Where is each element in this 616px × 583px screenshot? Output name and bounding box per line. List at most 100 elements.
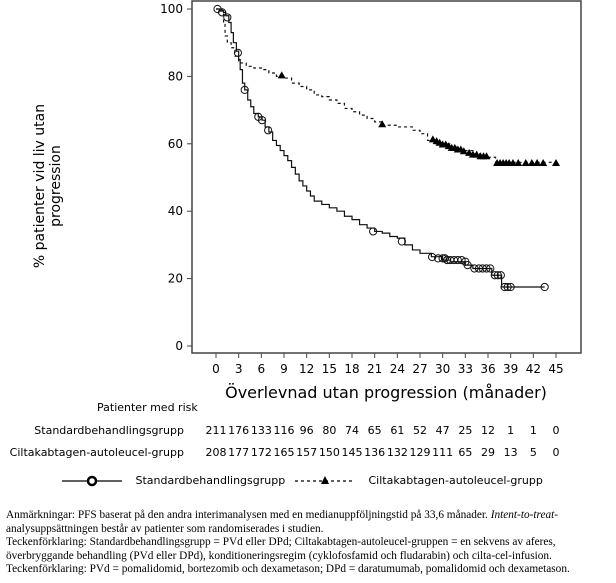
x-tick-label: 30 (435, 362, 450, 376)
x-axis-title: Överlevnad utan progression (månader) (225, 383, 547, 402)
x-tick-label: 3 (235, 362, 243, 376)
risk-value: 165 (273, 446, 295, 459)
censor-mark-circle (470, 264, 479, 273)
censor-mark-circle (440, 254, 450, 263)
risk-value: 12 (481, 424, 495, 437)
risk-value: 116 (273, 424, 295, 437)
risk-value: 177 (228, 446, 250, 459)
x-tick-label: 27 (412, 362, 427, 376)
x-tick-label: 45 (548, 362, 563, 376)
footnotes: Anmärkningar: PFS baserat på den andra i… (6, 509, 616, 577)
risk-value: 80 (322, 424, 337, 437)
risk-value: 172 (250, 446, 272, 459)
y-tick-label: 100 (160, 2, 183, 16)
footnote-3: Teckenförklaring: Standardbehandlingsgru… (6, 536, 556, 549)
censor-mark-circle (257, 116, 267, 125)
censor-mark-circle (463, 261, 472, 270)
footnote-4: överbryggande behandling (PVd eller DPd)… (6, 549, 552, 562)
x-tick-label: 9 (280, 362, 288, 376)
footnote-1b: Intent-to-treat (490, 509, 555, 521)
x-tick-label: 24 (390, 362, 405, 376)
risk-value: 145 (341, 446, 363, 459)
censor-mark-circle (240, 85, 249, 94)
risk-value: 208 (205, 446, 227, 459)
curve-standard (216, 8, 545, 288)
risk-value: 13 (503, 446, 518, 459)
censor-mark-triangle (552, 159, 560, 167)
legend-standard: Standardbehandlingsgrupp (62, 474, 285, 488)
risk-value: 0 (552, 446, 560, 459)
legend-cilta-label: Ciltakabtagen-autoleucel-grupp (368, 474, 543, 487)
risk-value: 29 (481, 446, 495, 459)
risk-value: 1 (507, 424, 515, 437)
legend-dashed-triangle-icon (295, 476, 355, 484)
curve-cilta (216, 8, 556, 163)
y-tick-label: 0 (175, 339, 183, 353)
censor-mark-triangle (539, 159, 548, 167)
footnote-1c: - (554, 509, 559, 521)
censor-mark-triangle (482, 152, 491, 160)
risk-value: 74 (345, 424, 359, 437)
censor-mark-triangle (459, 147, 468, 155)
risk-value: 65 (458, 446, 473, 459)
x-tick-label: 0 (212, 362, 220, 376)
risk-value: 211 (205, 424, 227, 437)
plot-frame (191, 0, 582, 354)
censor-mark-triangle (277, 71, 286, 79)
x-tick-label: 33 (458, 362, 473, 376)
censor-mark-circle (453, 255, 462, 265)
risk-value: 132 (386, 446, 408, 459)
censor-mark-triangle (527, 159, 536, 167)
censor-mark-circle (503, 282, 512, 292)
risk-value: 1 (529, 424, 537, 437)
risk-value: 111 (432, 446, 454, 459)
footnote-1a: Anmärkningar: PFS baserat på den andra i… (6, 509, 491, 521)
censor-mark-triangle (378, 120, 387, 128)
censor-mark-circle (500, 282, 509, 292)
risk-value: 96 (299, 424, 314, 437)
censor-mark-triangle (521, 159, 530, 167)
y-tick-label: 60 (168, 137, 183, 151)
censor-mark-circle (397, 237, 406, 246)
x-tick-label: 12 (299, 362, 314, 376)
risk-value: 133 (250, 424, 272, 437)
censor-mark-circle (438, 254, 447, 263)
risk-value: 52 (413, 424, 427, 437)
censor-mark-circle (369, 227, 378, 236)
y-tick-label: 20 (168, 272, 183, 286)
y-tick-label: 80 (168, 69, 183, 83)
footnote-2: analysuppsättningen består av patienter … (6, 522, 324, 535)
censor-mark-triangle (514, 159, 523, 167)
censor-mark-circle (482, 264, 491, 273)
censor-mark-triangle (533, 159, 542, 167)
legend-cilta: Ciltakabtagen-autoleucel-grupp (295, 474, 543, 488)
footnote-5: Teckenförklaring: PVd = pomalidomid, bor… (6, 563, 570, 576)
risk-value: 150 (318, 446, 340, 459)
legend-solid-circle-icon (62, 475, 122, 487)
censor-mark-circle (540, 282, 549, 292)
risk-value: 61 (390, 424, 405, 437)
legend-standard-label: Standardbehandlingsgrupp (135, 474, 286, 487)
x-tick-label: 42 (526, 362, 541, 376)
censor-mark-circle (490, 271, 499, 280)
risk-value: 5 (529, 446, 537, 459)
censor-mark-circle (506, 282, 515, 292)
censor-mark-circle (493, 271, 502, 280)
risk-row-label-standard: Standardbehandlingsgrupp (34, 424, 184, 437)
censor-mark-circle (427, 252, 437, 262)
risk-value: 0 (552, 424, 560, 437)
censor-mark-circle (496, 271, 505, 280)
x-tick-label: 36 (480, 362, 495, 376)
risk-table-header: Patienter med risk (97, 401, 198, 414)
risk-value: 136 (364, 446, 386, 459)
risk-value: 65 (367, 424, 382, 437)
censor-mark-circle (457, 255, 466, 265)
x-tick-label: 21 (367, 362, 382, 376)
y-axis-title: % patienter vid liv utan progression (32, 103, 64, 269)
censor-mark-circle (223, 13, 232, 22)
risk-value: 129 (409, 446, 431, 459)
risk-value: 47 (435, 424, 450, 437)
y-tick-label: 40 (168, 204, 183, 218)
censor-mark-circle (486, 264, 495, 273)
